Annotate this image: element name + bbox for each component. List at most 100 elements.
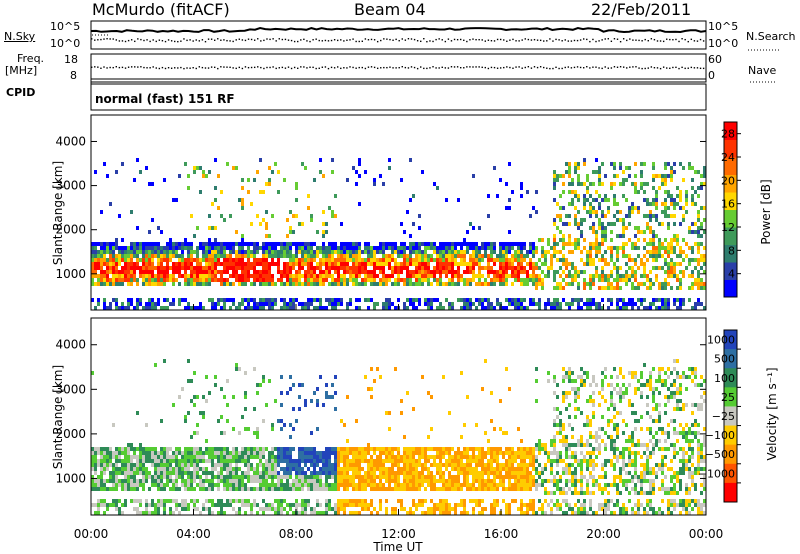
power-cell: [220, 246, 223, 250]
power-cell: [121, 254, 124, 258]
nsearch-sample: [312, 39, 314, 41]
power-cell: [397, 266, 400, 270]
power-cell: [451, 278, 454, 282]
velocity-cell: [223, 475, 226, 479]
power-cell: [127, 258, 130, 262]
power-cell: [334, 194, 337, 198]
power-cell: [238, 262, 241, 266]
velocity-cell: [193, 479, 196, 483]
power-cell: [574, 242, 577, 246]
power-cell: [274, 162, 277, 166]
power-cell: [241, 246, 244, 250]
power-cell: [409, 254, 412, 258]
velocity-cell: [436, 463, 439, 467]
power-cell: [457, 282, 460, 286]
power-cell: [577, 226, 580, 230]
velocity-cell: [418, 499, 421, 503]
power-cell: [625, 198, 628, 202]
velocity-cell: [154, 471, 157, 475]
power-cell: [496, 278, 499, 282]
power-cell: [427, 302, 430, 306]
power-cell: [553, 306, 556, 310]
power-cell: [145, 250, 148, 254]
power-cell: [508, 162, 511, 166]
power-cell: [130, 302, 133, 306]
velocity-cell: [394, 507, 397, 511]
velocity-cell: [310, 463, 313, 467]
velocity-cell: [301, 479, 304, 483]
power-cell: [208, 250, 211, 254]
power-cell: [289, 298, 292, 302]
velocity-cell: [130, 479, 133, 483]
velocity-cell: [145, 475, 148, 479]
velocity-cell: [286, 483, 289, 487]
velocity-cell: [109, 503, 112, 507]
power-cell: [469, 246, 472, 250]
power-cell: [556, 270, 559, 274]
nsearch-sample: [343, 40, 345, 42]
velocity-cell: [517, 447, 520, 451]
power-cell: [583, 238, 586, 242]
velocity-cell: [292, 447, 295, 451]
power-cell: [394, 266, 397, 270]
power-cell: [487, 246, 490, 250]
velocity-cell: [334, 375, 337, 379]
power-cell: [619, 246, 622, 250]
power-cell: [583, 198, 586, 202]
velocity-cell: [346, 475, 349, 479]
freq-sample: [632, 66, 634, 68]
velocity-cell: [223, 479, 226, 483]
velocity-cell: [301, 383, 304, 387]
power-cell: [322, 242, 325, 246]
velocity-cell: [259, 487, 262, 491]
power-cell: [145, 258, 148, 262]
power-cell: [508, 250, 511, 254]
power-cell: [454, 242, 457, 246]
power-cell: [508, 206, 511, 210]
power-cell: [106, 246, 109, 250]
power-cell: [388, 298, 391, 302]
power-cell: [658, 174, 661, 178]
freq-sample: [441, 66, 443, 68]
power-cell: [505, 254, 508, 258]
power-cell: [226, 298, 229, 302]
power-cell: [235, 166, 238, 170]
nsearch-sample: [564, 39, 566, 41]
power-cell: [301, 246, 304, 250]
velocity-cell: [115, 475, 118, 479]
power-cell: [367, 278, 370, 282]
velocity-cell: [340, 455, 343, 459]
power-cell: [661, 222, 664, 226]
power-cell: [424, 246, 427, 250]
nsearch-sample: [272, 38, 274, 40]
velocity-cell: [400, 507, 403, 511]
power-cell: [490, 250, 493, 254]
velocity-cell: [301, 459, 304, 463]
velocity-cell: [310, 447, 313, 451]
power-cell: [598, 274, 601, 278]
nsearch-sample: [552, 40, 554, 42]
velocity-cell: [262, 467, 265, 471]
velocity-cell: [424, 447, 427, 451]
velocity-cell: [115, 499, 118, 503]
power-cell: [652, 166, 655, 170]
power-cell: [214, 302, 217, 306]
velocity-cell: [406, 451, 409, 455]
power-cell: [385, 254, 388, 258]
power-cell: [415, 254, 418, 258]
power-cell: [238, 306, 241, 310]
velocity-cell: [505, 463, 508, 467]
velocity-cell: [403, 459, 406, 463]
velocity-cell: [403, 487, 406, 491]
power-cell: [277, 258, 280, 262]
velocity-cell: [457, 487, 460, 491]
power-cell: [442, 262, 445, 266]
velocity-cell: [232, 499, 235, 503]
power-cell: [565, 274, 568, 278]
velocity-cell: [424, 479, 427, 483]
velocity-cell: [382, 467, 385, 471]
power-cell: [355, 258, 358, 262]
power-cell: [307, 206, 310, 210]
power-cell: [451, 306, 454, 310]
velocity-cell: [289, 503, 292, 507]
